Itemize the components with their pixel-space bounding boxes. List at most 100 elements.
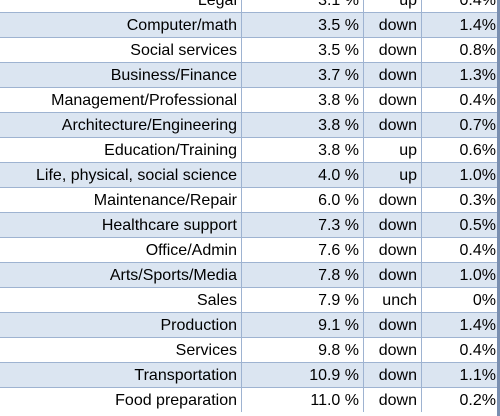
column-divider xyxy=(421,263,422,287)
change-cell[interactable]: 0.4% xyxy=(459,342,496,359)
column-divider xyxy=(363,388,364,412)
column-divider xyxy=(363,338,364,362)
column-divider xyxy=(421,88,422,112)
direction-cell[interactable]: up xyxy=(399,167,417,184)
occupation-cell[interactable]: Healthcare support xyxy=(101,217,237,234)
column-divider xyxy=(241,138,242,162)
direction-cell[interactable]: down xyxy=(378,117,417,134)
direction-cell[interactable]: unch xyxy=(382,292,417,309)
occupation-cell[interactable]: Life, physical, social science xyxy=(36,167,237,184)
column-divider xyxy=(241,0,242,12)
table-row: Sales 7.9 % unch 0% xyxy=(0,287,500,312)
change-cell[interactable]: 1.4% xyxy=(459,17,496,34)
column-divider xyxy=(241,213,242,237)
occupation-cell[interactable]: Food preparation xyxy=(115,392,237,409)
change-cell[interactable]: 0.8% xyxy=(459,42,496,59)
direction-cell[interactable]: up xyxy=(399,0,417,9)
direction-cell[interactable]: down xyxy=(378,367,417,384)
change-cell[interactable]: 0.5% xyxy=(459,217,496,234)
unemployment-rate-cell[interactable]: 7.3 % xyxy=(318,217,359,234)
direction-cell[interactable]: down xyxy=(378,242,417,259)
unemployment-rate-cell[interactable]: 9.1 % xyxy=(318,317,359,334)
direction-cell[interactable]: down xyxy=(378,317,417,334)
column-divider xyxy=(363,0,364,12)
change-cell[interactable]: 0% xyxy=(472,292,496,309)
change-cell[interactable]: 0.4% xyxy=(459,92,496,109)
unemployment-rate-cell[interactable]: 3.5 % xyxy=(318,42,359,59)
occupation-cell[interactable]: Social services xyxy=(130,42,237,59)
column-divider xyxy=(363,213,364,237)
change-cell[interactable]: 1.0% xyxy=(459,167,496,184)
occupation-cell[interactable]: Business/Finance xyxy=(110,67,237,84)
direction-cell[interactable]: down xyxy=(378,42,417,59)
unemployment-rate-cell[interactable]: 3.8 % xyxy=(318,117,359,134)
column-divider xyxy=(421,138,422,162)
occupation-cell[interactable]: Production xyxy=(160,317,238,334)
table-row: Life, physical, social science 4.0 % up 1.0… xyxy=(0,162,500,187)
table-row: Food preparation 11.0 % down 0.2% xyxy=(0,387,500,412)
occupation-cell[interactable]: Services xyxy=(175,342,237,359)
column-divider xyxy=(241,63,242,87)
column-divider xyxy=(363,288,364,312)
column-divider xyxy=(363,138,364,162)
unemployment-rate-cell[interactable]: 3.8 % xyxy=(318,92,359,109)
unemployment-rate-cell[interactable]: 3.8 % xyxy=(318,142,359,159)
occupation-cell[interactable]: Maintenance/Repair xyxy=(93,192,237,209)
unemployment-rate-cell[interactable]: 7.9 % xyxy=(318,292,359,309)
direction-cell[interactable]: up xyxy=(399,142,417,159)
change-cell[interactable]: 0.6% xyxy=(459,142,496,159)
column-divider xyxy=(363,88,364,112)
unemployment-rate-cell[interactable]: 3.7 % xyxy=(318,67,359,84)
occupation-cell[interactable]: Management/Professional xyxy=(51,92,237,109)
column-divider xyxy=(363,238,364,262)
table-row: Office/Admin 7.6 % down 0.4% xyxy=(0,237,500,262)
occupation-cell[interactable]: Architecture/Engineering xyxy=(61,117,237,134)
unemployment-rate-cell[interactable]: 3.5 % xyxy=(318,17,359,34)
direction-cell[interactable]: down xyxy=(378,392,417,409)
change-cell[interactable]: 0.2% xyxy=(459,392,496,409)
column-divider xyxy=(241,263,242,287)
table-row: Maintenance/Repair 6.0 % down 0.3% xyxy=(0,187,500,212)
unemployment-rate-cell[interactable]: 3.1 % xyxy=(318,0,359,9)
direction-cell[interactable]: down xyxy=(378,192,417,209)
unemployment-rate-cell[interactable]: 4.0 % xyxy=(318,167,359,184)
occupation-cell[interactable]: Office/Admin xyxy=(145,242,237,259)
column-divider xyxy=(363,363,364,387)
unemployment-rate-cell[interactable]: 9.8 % xyxy=(318,342,359,359)
change-cell[interactable]: 0.4% xyxy=(459,0,496,9)
table-row: Management/Professional 3.8 % down 0.4% xyxy=(0,87,500,112)
occupation-cell[interactable]: Sales xyxy=(196,292,237,309)
change-cell[interactable]: 1.4% xyxy=(459,317,496,334)
occupation-cell[interactable]: Legal xyxy=(197,0,237,9)
table-row: Architecture/Engineering 3.8 % down 0.7% xyxy=(0,112,500,137)
direction-cell[interactable]: down xyxy=(378,217,417,234)
unemployment-rate-cell[interactable]: 10.9 % xyxy=(309,367,359,384)
direction-cell[interactable]: down xyxy=(378,92,417,109)
occupation-cell[interactable]: Arts/Sports/Media xyxy=(109,267,237,284)
change-cell[interactable]: 1.3% xyxy=(459,67,496,84)
occupation-cell[interactable]: Education/Training xyxy=(104,142,237,159)
table-row: Legal 3.1 % up 0.4% xyxy=(0,0,500,12)
column-divider xyxy=(421,113,422,137)
direction-cell[interactable]: down xyxy=(378,67,417,84)
unemployment-rate-cell[interactable]: 7.6 % xyxy=(318,242,359,259)
change-cell[interactable]: 1.1% xyxy=(459,367,496,384)
unemployment-rate-cell[interactable]: 6.0 % xyxy=(318,192,359,209)
column-divider xyxy=(421,0,422,12)
change-cell[interactable]: 0.4% xyxy=(459,242,496,259)
direction-cell[interactable]: down xyxy=(378,342,417,359)
table-row: Healthcare support 7.3 % down 0.5% xyxy=(0,212,500,237)
occupation-cell[interactable]: Computer/math xyxy=(126,17,237,34)
direction-cell[interactable]: down xyxy=(378,267,417,284)
column-divider xyxy=(363,163,364,187)
change-cell[interactable]: 0.3% xyxy=(459,192,496,209)
column-divider xyxy=(421,338,422,362)
occupation-cell[interactable]: Transportation xyxy=(134,367,237,384)
unemployment-rate-cell[interactable]: 7.8 % xyxy=(318,267,359,284)
direction-cell[interactable]: down xyxy=(378,17,417,34)
column-divider xyxy=(421,13,422,37)
change-cell[interactable]: 0.7% xyxy=(459,117,496,134)
change-cell[interactable]: 1.0% xyxy=(459,267,496,284)
unemployment-rate-cell[interactable]: 11.0 % xyxy=(310,392,359,409)
